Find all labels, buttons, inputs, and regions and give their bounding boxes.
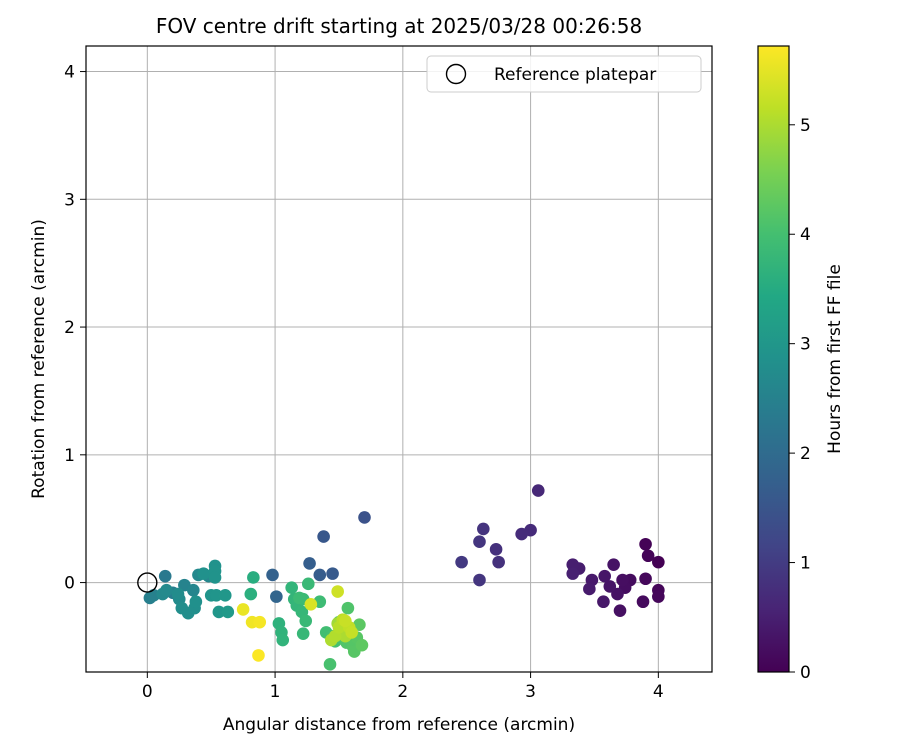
data-point [301, 577, 315, 591]
data-point [636, 595, 650, 609]
data-point [345, 626, 359, 639]
data-point [299, 614, 313, 628]
data-point [296, 627, 310, 640]
x-tick-label-0: 0 [142, 682, 153, 702]
colorbar: 0 1 2 3 4 5 Hours from first FF file [757, 45, 845, 683]
data-point [218, 589, 232, 602]
x-axis-ticks: 0 1 2 3 4 [142, 672, 664, 702]
data-point [515, 527, 528, 541]
data-point [489, 543, 503, 556]
data-point [598, 569, 611, 583]
data-point [531, 484, 545, 497]
legend-label-reference: Reference platepar [494, 65, 656, 85]
data-point [353, 618, 366, 632]
data-point [455, 555, 468, 569]
colorbar-ticks: 0 1 2 3 4 5 [789, 116, 811, 683]
chart-title: FOV centre drift starting at 2025/03/28 … [156, 14, 642, 38]
data-point [253, 615, 267, 629]
data-point [477, 522, 490, 536]
data-point [171, 587, 185, 601]
data-point [566, 558, 580, 571]
colorbar-tick-label-4: 4 [800, 225, 811, 245]
scatter-points [143, 484, 665, 671]
data-point [187, 583, 200, 597]
data-point [276, 633, 290, 647]
data-point [317, 530, 330, 543]
data-point [160, 583, 173, 597]
y-tick-label-3: 3 [64, 190, 75, 210]
colorbar-tick-label-2: 2 [800, 444, 811, 464]
x-axis-label: Angular distance from reference (arcmin) [223, 715, 575, 735]
data-point [603, 580, 617, 593]
y-axis-ticks: 0 1 2 3 4 [64, 63, 86, 594]
data-point [597, 595, 610, 609]
data-point [197, 567, 210, 580]
data-point [355, 638, 369, 652]
colorbar-label: Hours from first FF file [825, 264, 845, 454]
y-tick-label-1: 1 [64, 446, 75, 466]
y-tick-label-0: 0 [64, 574, 75, 594]
legend-box [426, 55, 702, 93]
colorbar-tick-label-5: 5 [800, 116, 811, 136]
plot-frame [85, 45, 713, 673]
data-point [252, 649, 265, 662]
data-point [652, 590, 665, 603]
data-point [583, 582, 596, 596]
data-point [652, 555, 665, 569]
colorbar-tick-label-1: 1 [800, 554, 811, 574]
data-point [313, 568, 327, 582]
data-point [293, 591, 306, 605]
data-point [358, 511, 371, 524]
data-point [341, 601, 355, 615]
data-point [607, 558, 620, 571]
y-tick-label-4: 4 [64, 63, 75, 83]
data-point [613, 604, 627, 617]
data-point [641, 549, 655, 563]
x-tick-label-2: 2 [397, 682, 408, 702]
data-point [331, 585, 344, 598]
data-point [285, 581, 298, 594]
data-point [473, 573, 486, 587]
colorbar-tick-label-0: 0 [800, 663, 811, 683]
data-point [189, 595, 203, 609]
colorbar-tick-label-3: 3 [800, 335, 811, 355]
colorbar-gradient [757, 45, 790, 673]
data-point [639, 572, 652, 586]
data-point [158, 569, 172, 583]
data-point [611, 587, 624, 601]
data-point [616, 573, 629, 587]
reference-platepar-marker [137, 572, 158, 593]
data-point [326, 567, 339, 580]
data-point [323, 658, 337, 671]
legend: Reference platepar [426, 55, 702, 93]
reference-point [137, 572, 158, 593]
data-point [236, 603, 250, 616]
data-point [221, 605, 235, 619]
x-tick-label-3: 3 [525, 682, 536, 702]
data-point [247, 571, 260, 584]
data-point [304, 597, 318, 611]
data-point [339, 614, 352, 628]
y-tick-label-2: 2 [64, 318, 75, 338]
data-point [208, 571, 222, 584]
data-point [270, 590, 283, 603]
data-point [639, 537, 652, 551]
x-tick-label-4: 4 [653, 682, 664, 702]
y-axis-label: Rotation from reference (arcmin) [29, 219, 49, 499]
data-point [210, 589, 223, 602]
legend-marker-reference [445, 63, 467, 85]
data-point [212, 605, 226, 619]
data-point [244, 587, 258, 601]
x-tick-label-1: 1 [270, 682, 281, 702]
data-point [566, 567, 580, 580]
data-point [492, 555, 505, 569]
data-point [303, 557, 316, 570]
data-point [266, 568, 279, 582]
data-point [473, 535, 486, 548]
